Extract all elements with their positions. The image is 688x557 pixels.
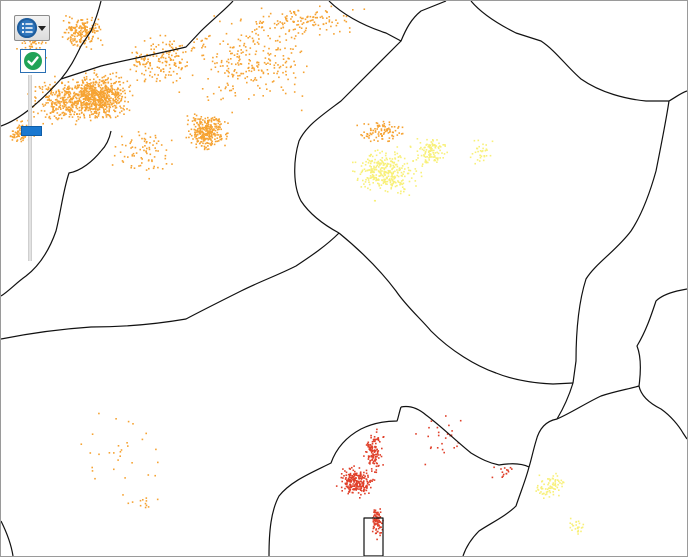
chevron-down-icon (38, 26, 46, 31)
boundary-line (1, 520, 14, 556)
boundary-line (572, 100, 670, 384)
boundary-line (338, 232, 574, 385)
boundary-line (100, 130, 112, 152)
yellow-density-layer (352, 138, 585, 535)
boundary-line (528, 382, 574, 468)
boundary-line (328, 1, 447, 42)
confirm-button[interactable] (20, 49, 46, 73)
boundary-line (556, 288, 687, 420)
boundary-line (1, 232, 340, 340)
boundary-line (294, 40, 402, 234)
boundary-line (638, 385, 687, 440)
boundary-line (268, 406, 402, 556)
boundary-line (462, 466, 530, 556)
boundary-line (470, 1, 687, 102)
layer-list-icon (17, 18, 37, 38)
layer-list-button[interactable] (14, 15, 50, 41)
boundary-line (1, 150, 102, 297)
orange-density-layer (9, 5, 404, 509)
check-icon (24, 52, 42, 70)
boundary-line (400, 405, 530, 468)
opacity-slider-thumb[interactable] (21, 125, 42, 136)
red-density-layer (335, 415, 513, 541)
opacity-slider-track[interactable] (28, 75, 32, 261)
boundary-line (60, 1, 234, 80)
highlighted-parcel[interactable] (363, 517, 384, 556)
